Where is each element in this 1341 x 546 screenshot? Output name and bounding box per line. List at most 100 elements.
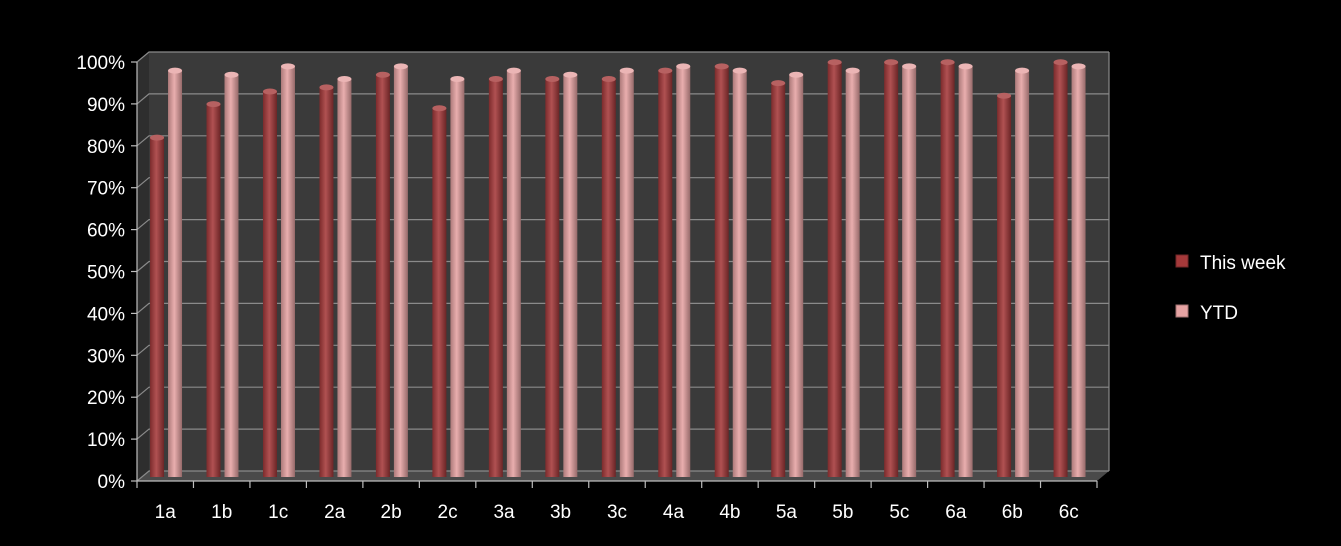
bar-body <box>771 83 786 477</box>
y-tick-label: 60% <box>87 221 125 242</box>
x-tick-label: 5b <box>832 502 853 523</box>
bar-body <box>619 70 634 477</box>
bar-top <box>997 92 1012 99</box>
gridline <box>136 386 1109 398</box>
bar <box>224 71 239 477</box>
x-tick-label: 3c <box>607 502 627 523</box>
bar-top <box>563 71 578 78</box>
bar-top <box>506 67 521 74</box>
y-tick-label: 70% <box>87 179 125 200</box>
bar-top <box>337 75 352 82</box>
bar <box>506 67 521 477</box>
bar <box>432 105 447 477</box>
x-tick-label: 1b <box>211 502 232 523</box>
bar-top <box>902 63 917 70</box>
bar-body <box>676 66 691 477</box>
bar <box>997 92 1012 478</box>
bar <box>375 71 390 477</box>
bar <box>337 75 352 477</box>
bar <box>488 75 503 477</box>
y-axis: 0% 10% 20% 30% 40% 50% 60% 70% 80% 90% 100% <box>76 53 138 493</box>
x-tick-label: 5c <box>889 502 909 523</box>
bar <box>676 63 691 477</box>
bar-top <box>940 59 955 66</box>
bar <box>619 67 634 477</box>
bar-top <box>1015 67 1030 74</box>
bar-body <box>714 66 729 477</box>
x-axis: 1a 1b 1c 2a 2b 2c 3a 3b 3c 4a 4b 5a 5b 5c 6a 6b 6c <box>136 480 1098 523</box>
bar-top <box>150 134 165 141</box>
bar-top <box>168 67 183 74</box>
bar-body <box>902 66 917 477</box>
bar-top <box>262 88 277 95</box>
bar-body <box>280 66 295 477</box>
y-tick-label: 30% <box>87 346 125 367</box>
bar-body <box>506 70 521 477</box>
bar-top <box>450 75 465 82</box>
bar-top <box>280 63 295 70</box>
bar-top <box>206 101 221 108</box>
bar-body <box>940 62 955 477</box>
bar-top <box>1053 59 1068 66</box>
legend-swatch <box>1175 304 1189 318</box>
bar-body <box>827 62 842 477</box>
bar-top <box>432 105 447 112</box>
y-tick-label: 80% <box>87 137 125 158</box>
x-tick-label: 2c <box>438 502 458 523</box>
bar-top <box>676 63 691 70</box>
bar-top <box>319 84 334 91</box>
bar-body <box>206 104 221 477</box>
bar-body <box>319 87 334 477</box>
bar-body <box>545 78 560 477</box>
gridline <box>136 470 1109 482</box>
bar <box>902 63 917 477</box>
bar-top <box>488 75 503 82</box>
bar <box>206 101 221 477</box>
bar <box>789 71 804 477</box>
gridline <box>136 219 1109 231</box>
bar-top <box>771 80 786 87</box>
bar-body <box>658 70 673 477</box>
bar-body <box>563 74 578 477</box>
bar <box>958 63 973 477</box>
bar <box>1053 59 1068 477</box>
bar-body <box>1071 66 1086 477</box>
y-tick-label: 50% <box>87 263 125 284</box>
y-tick-label: 0% <box>98 472 126 493</box>
bar <box>262 88 277 478</box>
gridline <box>136 177 1109 189</box>
bar-top <box>845 67 860 74</box>
bar-body <box>432 108 447 477</box>
bar-body <box>732 70 747 477</box>
bar-top <box>658 67 673 74</box>
x-tick-label: 6a <box>945 502 967 523</box>
legend-swatch <box>1175 254 1189 268</box>
bar-top <box>619 67 634 74</box>
bar-body <box>789 74 804 477</box>
bar-body <box>393 66 408 477</box>
bar-top <box>224 71 239 78</box>
bar-top <box>393 63 408 70</box>
bar <box>319 84 334 477</box>
x-tick-label: 3b <box>550 502 571 523</box>
bar <box>563 71 578 477</box>
y-tick-label: 10% <box>87 430 125 451</box>
x-tick-label: 4b <box>719 502 740 523</box>
x-tick-label: 5a <box>776 502 798 523</box>
bar-body <box>488 78 503 477</box>
x-tick-label: 2b <box>381 502 402 523</box>
bar-top <box>827 59 842 66</box>
gridline <box>136 51 1109 63</box>
bar-body <box>375 74 390 477</box>
bar-body <box>958 66 973 477</box>
y-tick-label: 90% <box>87 95 125 116</box>
bar-body <box>884 62 899 477</box>
bar <box>168 67 183 477</box>
bar <box>845 67 860 477</box>
bar <box>393 63 408 477</box>
bar <box>771 80 786 477</box>
legend: This week YTD <box>1175 253 1286 324</box>
bar-body <box>168 70 183 477</box>
bar-body <box>450 78 465 477</box>
